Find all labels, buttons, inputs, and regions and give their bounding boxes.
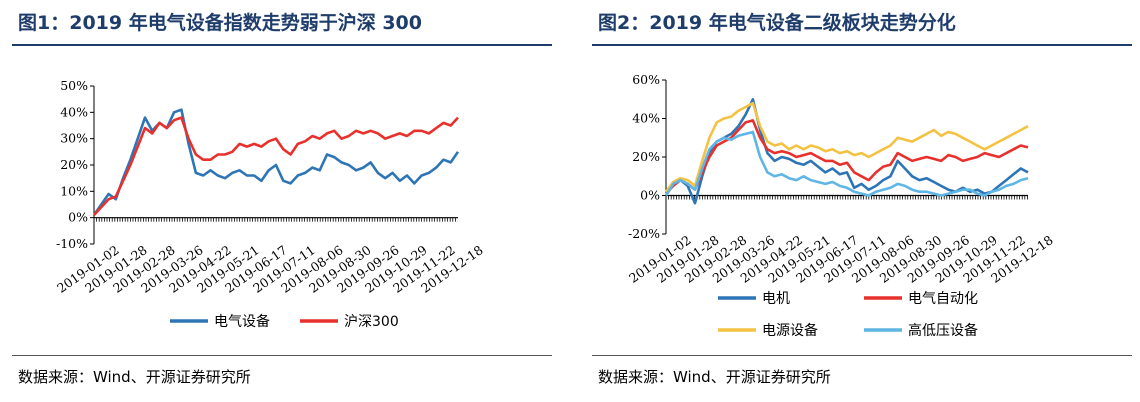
legend-label: 高低压设备 — [908, 322, 978, 339]
series-line-1 — [92, 108, 460, 216]
figure-1-source: 数据来源：Wind、开源证券研究所 — [18, 368, 251, 386]
figure-2-chart: 60%40%20%0%-20%2019-01-022019-01-282019-… — [626, 72, 1056, 339]
y-tick-label: 40% — [60, 104, 88, 119]
y-tick-label: -20% — [628, 226, 660, 241]
legend-label: 电气自动化 — [908, 291, 978, 307]
series-line-2 — [665, 119, 1029, 195]
figure-1-panel: 图1：2019 年电气设备指数走势弱于沪深 300 50% 40% 30% 20% 10… — [0, 0, 560, 402]
y-tick-label: 0% — [640, 188, 660, 203]
y-tick-label: 10% — [60, 183, 88, 198]
source-rule — [592, 355, 1132, 356]
figure-1-title: 图1：2019 年电气设备指数走势弱于沪深 300 — [18, 12, 422, 34]
figure-2-source: 数据来源：Wind、开源证券研究所 — [598, 368, 831, 386]
figure-2-panel: 图2：2019 年电气设备二级板块走势分化 60% 40% 20% 0% -20% 201… — [580, 0, 1140, 402]
y-tick-label: 20% — [60, 157, 88, 172]
legend-label: 电气设备 — [214, 313, 270, 330]
x-axis-dense-ticks — [665, 195, 1028, 200]
legend-label: 电源设备 — [762, 322, 818, 339]
series-line-3 — [664, 101, 1029, 193]
y-tick-label: 50% — [60, 78, 88, 93]
figure-2-title: 图2：2019 年电气设备二级板块走势分化 — [598, 12, 956, 34]
title-rule — [12, 44, 552, 46]
x-axis-dense-ticks — [93, 217, 456, 222]
y-tick-label: 0% — [68, 210, 88, 225]
title-rule — [592, 44, 1132, 46]
y-tick-label: 20% — [632, 149, 660, 164]
series-line-2 — [93, 116, 459, 216]
figure-1-chart: 50%40%30%20%10%0%-10%2019-01-022019-01-2… — [54, 78, 486, 330]
series-line-4 — [664, 130, 1029, 197]
y-tick-label: -10% — [56, 236, 88, 251]
y-tick-label: 30% — [60, 131, 88, 146]
legend-label: 电机 — [762, 291, 790, 307]
y-tick-label: 60% — [632, 72, 660, 87]
y-tick-label: 40% — [632, 111, 660, 126]
source-rule — [12, 355, 552, 356]
legend-label: 沪深300 — [344, 314, 399, 330]
